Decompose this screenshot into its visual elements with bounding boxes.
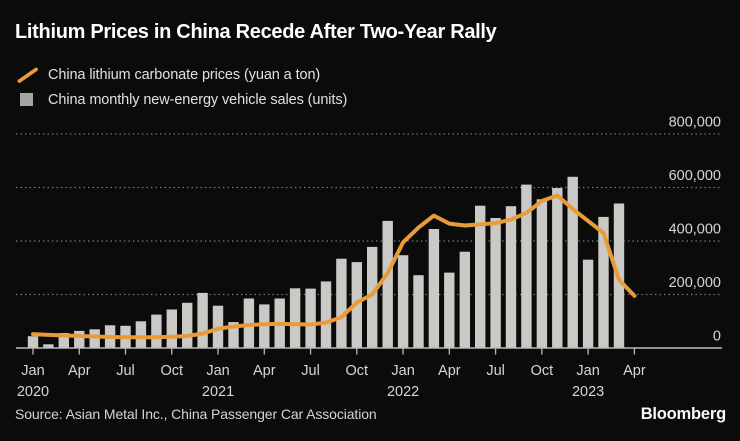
bar: [552, 188, 563, 348]
chart-title: Lithium Prices in China Recede After Two…: [15, 21, 497, 43]
x-tick-label: Oct: [531, 363, 554, 379]
gray-square-icon: [17, 93, 41, 106]
x-tick-label: Oct: [160, 363, 183, 379]
y-axis-labels: 0 200,000 400,000 600,000 800,000: [669, 115, 721, 345]
chart-legend: China lithium carbonate prices (yuan a t…: [17, 62, 347, 112]
x-year-label: 2020: [17, 384, 49, 400]
y-tick-label: 400,000: [669, 222, 721, 238]
x-tick-label: Apr: [623, 363, 646, 379]
bar: [490, 218, 501, 348]
bar: [567, 176, 578, 348]
x-tick-label: Jul: [116, 363, 135, 379]
bar: [536, 199, 548, 348]
x-year-label: 2022: [387, 384, 419, 400]
bar: [598, 216, 609, 348]
gridlines: [16, 133, 722, 296]
x-year-label: 2021: [202, 384, 234, 400]
bar: [289, 288, 301, 348]
bar: [135, 321, 147, 349]
bar: [305, 288, 316, 348]
y-tick-label: 600,000: [669, 168, 721, 184]
y-tick-label: 0: [713, 329, 721, 345]
bloomberg-logo: Bloomberg: [640, 405, 726, 423]
bar: [89, 329, 100, 348]
bar: [166, 309, 177, 348]
bar: [459, 251, 470, 348]
y-tick-label: 200,000: [669, 275, 721, 291]
x-tick-label: Apr: [68, 363, 91, 379]
x-tick-label: Oct: [346, 363, 369, 379]
bar: [521, 184, 532, 348]
lithium-price-line: [31, 193, 637, 340]
bar: [382, 220, 393, 348]
bar: [428, 229, 440, 348]
bar: [43, 344, 54, 348]
bar: [228, 322, 239, 348]
bar: [444, 272, 455, 348]
x-tick-label: Jan: [391, 363, 414, 379]
legend-label-lithium-price: China lithium carbonate prices (yuan a t…: [48, 66, 321, 83]
bar: [413, 275, 424, 348]
x-year-label: 2023: [572, 384, 604, 400]
source-credit: Source: Asian Metal Inc., China Passenge…: [15, 406, 377, 422]
bar: [475, 205, 486, 348]
x-axis-labels: Jan 2020 Apr Jul Oct Jan 2021 Apr Jul Oct Jan 2022 A…: [17, 348, 646, 400]
bar: [151, 314, 162, 348]
bar: [182, 302, 193, 348]
x-tick-label: Apr: [253, 363, 276, 379]
legend-item-nev-sales: China monthly new-energy vehicle sales (…: [17, 87, 347, 112]
bar: [197, 292, 208, 348]
bar: [336, 258, 347, 348]
bar: [58, 333, 69, 348]
orange-slash-icon: [17, 66, 41, 84]
x-tick-label: Jan: [21, 363, 44, 379]
bar: [320, 281, 332, 348]
x-tick-label: Jul: [486, 363, 505, 379]
bar: [367, 246, 378, 348]
bar: [27, 336, 39, 348]
bar: [397, 255, 409, 348]
bar: [74, 330, 85, 348]
x-tick-label: Jul: [301, 363, 320, 379]
bar: [582, 259, 594, 348]
legend-item-lithium-price: China lithium carbonate prices (yuan a t…: [17, 62, 347, 87]
bar: [505, 206, 517, 348]
y-tick-label: 800,000: [669, 115, 721, 131]
legend-label-nev-sales: China monthly new-energy vehicle sales (…: [48, 91, 348, 108]
x-tick-label: Jan: [206, 363, 229, 379]
x-tick-label: Jan: [576, 363, 599, 379]
x-tick-label: Apr: [438, 363, 461, 379]
